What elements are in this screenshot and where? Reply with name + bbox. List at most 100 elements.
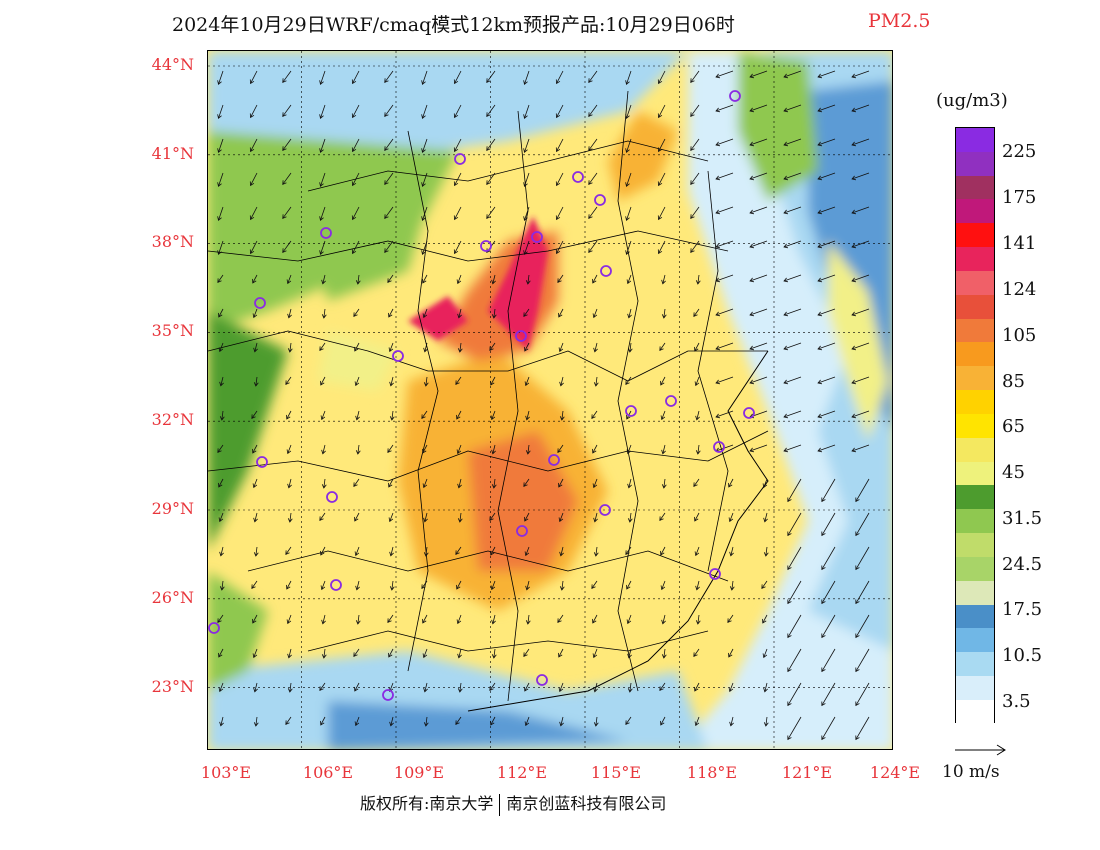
wind-arrow (489, 342, 496, 351)
city-station-marker (599, 504, 611, 516)
city-station-marker (320, 227, 332, 239)
wind-arrow (629, 682, 632, 692)
wind-arrow (663, 478, 666, 488)
wind-arrow-head (217, 114, 222, 119)
wind-arrow-head (321, 314, 327, 319)
wind-arrow-head (251, 414, 256, 420)
wind-arrow-head (218, 482, 223, 488)
wind-arrow-head (729, 586, 735, 591)
wind-arrow (783, 274, 802, 282)
wind-arrow-head (749, 141, 755, 147)
wind-arrow-head (217, 182, 222, 187)
copyright-company: 南京创蓝科技有限公司 (506, 794, 667, 813)
wind-arrow (628, 648, 632, 658)
wind-arrow (454, 240, 462, 254)
wind-arrow (422, 206, 428, 221)
wind-arrow-head (321, 484, 327, 489)
city-station-marker (594, 194, 606, 206)
wind-arrow (390, 716, 394, 726)
wind-arrow-head (588, 78, 593, 83)
wind-arrow (250, 138, 258, 152)
wind-arrow-head (491, 449, 496, 455)
city-station-marker (515, 330, 527, 342)
wind-arrow (559, 512, 564, 522)
city-station-marker (392, 350, 404, 362)
wind-arrow-head (690, 180, 695, 185)
wind-arrow (556, 172, 564, 186)
wind-arrow (218, 138, 224, 153)
wind-arrow-head (525, 585, 530, 591)
wind-arrow (629, 342, 632, 352)
wind-arrow (628, 478, 632, 488)
wind-arrow (626, 138, 632, 153)
wind-arrow-head (559, 381, 564, 387)
wind-arrow-head (625, 80, 630, 85)
wind-arrow (728, 478, 734, 488)
concentration-field (208, 51, 892, 749)
wind-arrow (492, 444, 496, 454)
wind-arrow-head (489, 516, 494, 522)
wind-arrow-head (218, 347, 224, 353)
wind-arrow (492, 614, 496, 624)
wind-arrow-head (592, 313, 598, 319)
wind-arrow (783, 376, 802, 384)
wind-arrow (629, 512, 632, 522)
wind-arrow (696, 580, 700, 590)
wind-arrow (787, 478, 802, 502)
wind-arrow-head (690, 112, 695, 117)
wind-arrow (458, 478, 462, 488)
wind-arrow (690, 70, 700, 83)
wind-arrow (560, 546, 564, 556)
wind-arrow (821, 478, 836, 502)
wind-arrow-head (821, 565, 826, 571)
wind-arrow-head (252, 653, 258, 659)
wind-arrow (455, 376, 462, 385)
wind-arrow-head (558, 517, 564, 523)
wind-arrow (817, 444, 836, 452)
wind-arrow-head (286, 279, 292, 285)
wind-arrow (455, 716, 462, 725)
city-station-marker (256, 456, 268, 468)
wind-arrow-head (490, 380, 495, 386)
wind-arrow-head (555, 249, 561, 255)
wind-arrow (287, 444, 292, 454)
wind-arrow-head (388, 312, 393, 318)
wind-arrow-head (389, 721, 394, 727)
wind-arrow (851, 206, 870, 214)
wind-arrow (728, 648, 734, 658)
wind-arrow-head (523, 182, 528, 187)
wind-arrow-head (384, 146, 389, 151)
wind-arrow (218, 308, 224, 318)
province-border (307, 630, 709, 652)
wind-arrow (730, 546, 734, 556)
wind-arrow (457, 614, 462, 624)
wind-arrow (693, 308, 700, 317)
wind-arrow-head (523, 652, 528, 658)
wind-arrow (593, 478, 598, 488)
wind-arrow-head (218, 312, 223, 318)
wind-arrow-head (690, 248, 695, 253)
wind-arrow-head (421, 584, 426, 590)
wind-arrow-head (555, 215, 561, 221)
wind-arrow-head (319, 80, 324, 85)
wind-arrow (851, 172, 870, 180)
wind-arrow-head (783, 277, 789, 283)
peninsula-region (828, 241, 888, 441)
wind-arrow (557, 614, 564, 623)
wind-arrow (421, 410, 428, 419)
wind-arrow (220, 716, 224, 726)
wind-arrow-head (627, 348, 633, 353)
wind-arrow (626, 70, 632, 85)
wind-arrow-head (851, 379, 857, 385)
wind-arrow-head (626, 619, 632, 625)
wind-arrow (715, 342, 734, 350)
city-station-marker (600, 265, 612, 277)
pm25-map[interactable] (207, 50, 893, 750)
legend-swatch (956, 318, 994, 343)
legend-label-24-5: 24.5 (1002, 554, 1043, 575)
wind-arrow-head (592, 618, 597, 624)
wind-arrow (423, 478, 428, 488)
wind-arrow-head (661, 314, 667, 319)
wind-arrow-head (627, 313, 632, 319)
wind-arrow (559, 342, 564, 352)
